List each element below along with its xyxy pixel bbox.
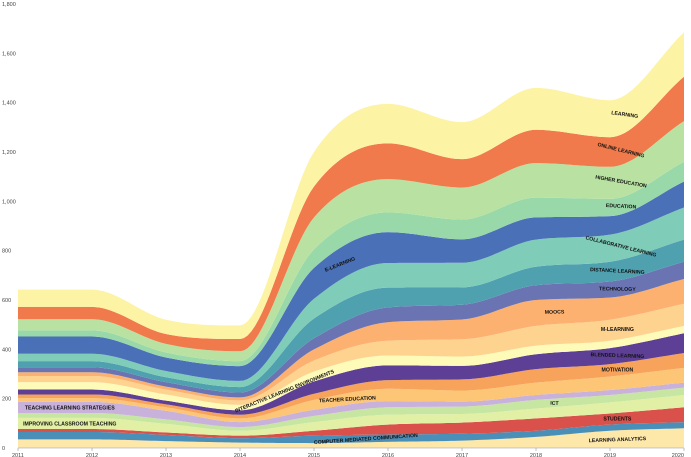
stream-teacher-education	[18, 367, 684, 423]
stream-label-moocs: MOOCS	[545, 309, 565, 315]
x-tick-label: 2013	[160, 453, 172, 457]
y-tick-label: 1,000	[2, 199, 16, 205]
stream-label-teacher-education: TEACHER EDUCATION	[319, 395, 376, 404]
stream-label-blended-learning: BLENDED LEARNING	[590, 352, 644, 360]
stream-m-learning	[18, 303, 684, 405]
stream-label-students: STUDENTS	[603, 417, 631, 423]
stream-teaching-learning-strategies	[18, 382, 684, 428]
stream-interactive-learning-environments	[18, 325, 684, 411]
stream-label-technology: TECHNOLOGY	[599, 286, 636, 293]
stream-label-education: EDUCATION	[606, 203, 637, 211]
stream-label-teaching-learning-strategies: TEACHING LEARNING STRATEGIES	[25, 405, 115, 411]
x-tick-label: 2018	[530, 453, 542, 457]
x-tick-label: 2017	[456, 453, 468, 457]
stream-distance-learning	[18, 239, 684, 393]
y-tick-label: 0	[2, 446, 5, 452]
x-tick-label: 2014	[234, 453, 246, 457]
stream-computer-mediated-communication	[18, 422, 684, 444]
y-tick-label: 600	[2, 298, 11, 304]
stream-label-ict: ICT	[550, 401, 559, 407]
y-tick-label: 800	[2, 249, 11, 255]
stream-technology	[18, 261, 684, 398]
stream-moocs	[18, 279, 684, 401]
y-tick-label: 1,400	[2, 101, 16, 107]
y-tick-label: 1,600	[2, 51, 16, 57]
stream-learning	[18, 32, 684, 339]
x-tick-label: 2020	[672, 453, 684, 457]
x-tick-label: 2015	[308, 453, 320, 457]
stream-label-learning-analytics: LEARNING ANALYTICS	[589, 436, 647, 444]
y-tick-label: 1,200	[2, 150, 16, 156]
y-tick-label: 200	[2, 397, 11, 403]
stream-label-learning: LEARNING	[611, 110, 639, 120]
stream-blended-learning	[18, 333, 684, 415]
stream-improving-classroom-teaching	[18, 394, 684, 436]
stream-higher-education	[18, 121, 684, 362]
stream-layers	[18, 32, 684, 448]
x-tick-label: 2019	[604, 453, 616, 457]
stream-collaborative-learning	[18, 207, 684, 388]
stream-label-m-learning: M-LEARNING	[601, 327, 634, 333]
x-tick-label: 2016	[382, 453, 394, 457]
stream-motivation	[18, 353, 684, 419]
stream-students	[18, 407, 684, 439]
x-tick-label: 2011	[12, 453, 24, 457]
stream-label-improving-classroom-teaching: IMPROVING CLASSROOM TEACHING	[23, 422, 116, 428]
stream-online-learning	[18, 76, 684, 352]
stream-learning-analytics	[18, 428, 684, 448]
stream-label-motivation: MOTIVATION	[602, 368, 634, 374]
stream-e-learning	[18, 181, 684, 381]
x-tick-label: 2012	[86, 453, 98, 457]
stream-education	[18, 161, 684, 367]
y-tick-label: 1,800	[2, 2, 16, 8]
stream-label-distance-learning: DISTANCE LEARNING	[590, 267, 645, 276]
y-tick-label: 400	[2, 347, 11, 353]
